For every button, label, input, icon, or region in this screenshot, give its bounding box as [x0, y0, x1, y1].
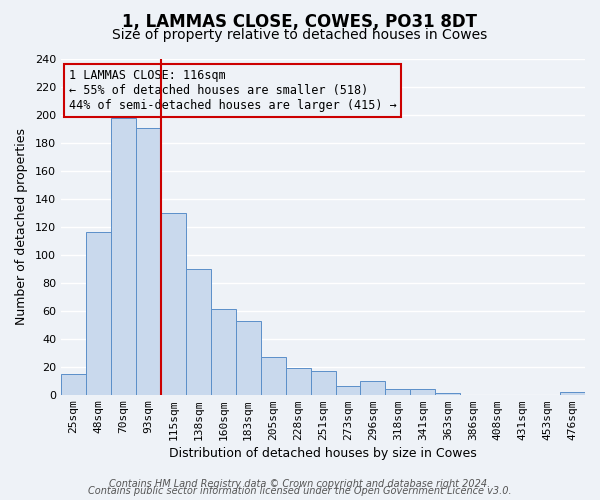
Text: 1, LAMMAS CLOSE, COWES, PO31 8DT: 1, LAMMAS CLOSE, COWES, PO31 8DT [122, 12, 478, 30]
Bar [61, 374, 86, 394]
Bar [236, 320, 260, 394]
Bar [186, 269, 211, 394]
Text: Contains HM Land Registry data © Crown copyright and database right 2024.: Contains HM Land Registry data © Crown c… [109, 479, 491, 489]
Bar [410, 389, 436, 394]
Bar [286, 368, 311, 394]
Y-axis label: Number of detached properties: Number of detached properties [15, 128, 28, 326]
Bar [161, 213, 186, 394]
Bar [211, 310, 236, 394]
Bar [560, 392, 585, 394]
Bar [311, 371, 335, 394]
Text: 1 LAMMAS CLOSE: 116sqm
← 55% of detached houses are smaller (518)
44% of semi-de: 1 LAMMAS CLOSE: 116sqm ← 55% of detached… [69, 69, 397, 112]
Bar [86, 232, 111, 394]
Bar [136, 128, 161, 394]
Bar [361, 380, 385, 394]
Text: Size of property relative to detached houses in Cowes: Size of property relative to detached ho… [112, 28, 488, 42]
X-axis label: Distribution of detached houses by size in Cowes: Distribution of detached houses by size … [169, 447, 477, 460]
Bar [385, 389, 410, 394]
Bar [260, 357, 286, 395]
Text: Contains public sector information licensed under the Open Government Licence v3: Contains public sector information licen… [88, 486, 512, 496]
Bar [111, 118, 136, 394]
Bar [335, 386, 361, 394]
